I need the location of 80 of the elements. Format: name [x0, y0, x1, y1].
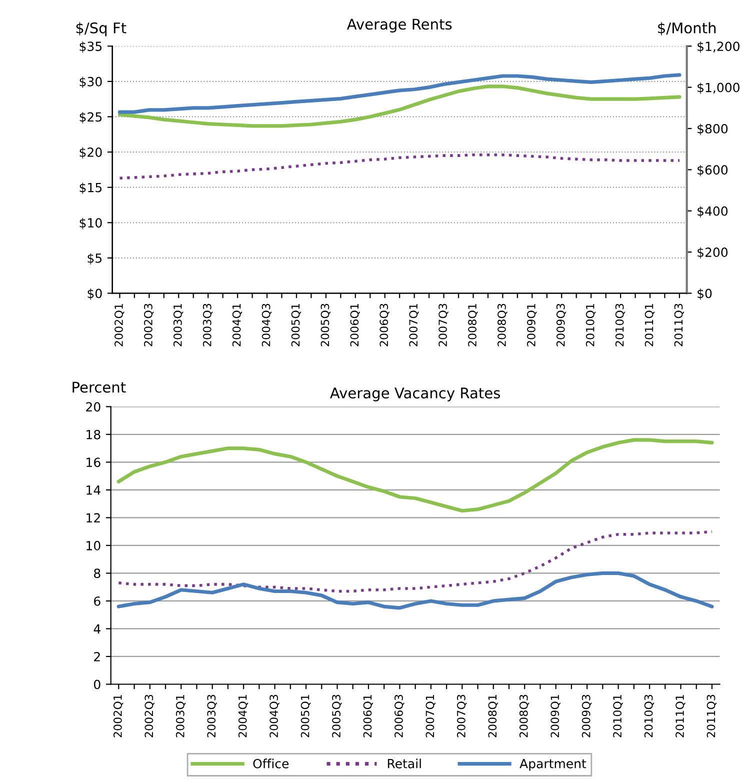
y-tick-label: $15	[80, 182, 102, 194]
y2-axis-title: $/Month	[658, 22, 716, 36]
x-tick-label: 2002Q3	[144, 694, 154, 738]
x-tick-label: 2003Q3	[207, 694, 217, 738]
y-tick-label: 6	[94, 596, 100, 606]
line-series	[118, 153, 681, 180]
x-tick-label: 2006Q1	[350, 304, 360, 346]
y-tick-label: 16	[86, 458, 100, 468]
x-tick-label: 2006Q3	[394, 694, 404, 738]
y-tick-label: $30	[80, 76, 102, 88]
x-tick-label: 2006Q1	[363, 695, 373, 738]
y-tick-label: $20	[80, 147, 102, 159]
y-tick-label: 8	[94, 568, 100, 578]
legend-label: Office	[253, 758, 289, 768]
chart-title: Average Rents	[346, 18, 452, 33]
x-tick-label: 2008Q1	[488, 695, 498, 738]
y2-tick-label: $1,200	[698, 41, 740, 53]
x-tick-label: 2004Q1	[232, 304, 242, 346]
x-tick-label: 2008Q3	[498, 304, 508, 346]
x-tick-label: 2010Q1	[613, 695, 623, 738]
x-tick-label: 2007Q1	[409, 304, 419, 346]
y-tick-label: 14	[86, 486, 100, 495]
x-tick-label: 2011Q1	[676, 695, 686, 738]
x-tick-label: 2007Q1	[426, 695, 436, 738]
line-series	[116, 438, 714, 513]
x-tick-label: 2008Q3	[519, 694, 530, 738]
y-tick-label: $0	[88, 288, 102, 300]
y-tick-label: $35	[80, 41, 102, 53]
x-tick-label: 2004Q3	[262, 304, 272, 346]
y2-tick-label: $0	[698, 288, 712, 300]
y-tick-label: 18	[86, 430, 100, 440]
x-tick-label: 2009Q1	[526, 304, 537, 346]
y2-tick-label: $800	[698, 124, 728, 136]
y2-tick-label: $200	[698, 247, 728, 259]
y-tick-label: 12	[86, 513, 100, 522]
x-tick-label: 2009Q3	[556, 304, 566, 346]
x-tick-label: 2003Q1	[176, 695, 186, 738]
x-tick-label: 2002Q3	[144, 304, 154, 346]
x-tick-label: 2011Q3	[674, 304, 684, 346]
y-tick-label: 10	[86, 540, 100, 550]
y2-tick-label: $1,000	[698, 82, 740, 94]
x-tick-label: 2004Q3	[270, 694, 280, 738]
y-tick-label: $25	[80, 112, 102, 124]
y-tick-label: 4	[94, 624, 100, 634]
legend-label: Retail	[388, 758, 421, 768]
line-series	[117, 530, 714, 593]
line-series	[118, 73, 682, 114]
y-tick-label: $5	[88, 253, 102, 265]
x-tick-label: 2003Q1	[173, 304, 184, 346]
y-tick-label: 20	[86, 402, 100, 412]
x-tick-label: 2011Q3	[706, 694, 716, 738]
x-tick-label: 2002Q1	[113, 695, 124, 738]
line-series	[118, 84, 682, 128]
x-tick-label: 2010Q3	[644, 694, 654, 738]
y2-tick-label: $400	[698, 206, 728, 218]
x-tick-label: 2002Q1	[114, 304, 124, 346]
x-tick-label: 2005Q3	[332, 694, 342, 738]
chart-title: Average Vacancy Rates	[330, 388, 500, 402]
x-tick-label: 2005Q3	[320, 304, 330, 346]
x-tick-label: 2007Q3	[438, 304, 448, 346]
line-series	[116, 571, 714, 610]
y-tick-label: 0	[94, 680, 100, 690]
x-tick-label: 2011Q1	[644, 304, 655, 346]
x-tick-label: 2005Q1	[300, 695, 311, 738]
y-axis-title: $/Sq Ft	[76, 22, 126, 36]
x-tick-label: 2009Q1	[550, 695, 560, 738]
x-tick-label: 2006Q3	[380, 304, 390, 346]
y-axis-title: Percent	[72, 382, 126, 393]
x-tick-label: 2010Q3	[615, 304, 626, 346]
x-tick-label: 2003Q3	[202, 304, 213, 346]
x-tick-label: 2005Q1	[291, 304, 301, 346]
y-tick-label: $10	[80, 218, 102, 230]
x-tick-label: 2008Q1	[468, 304, 478, 346]
y-tick-label: 2	[94, 652, 100, 662]
x-tick-label: 2010Q1	[586, 304, 596, 346]
legend-label: Apartment	[520, 759, 586, 771]
x-tick-label: 2004Q1	[238, 695, 248, 738]
x-tick-label: 2009Q3	[582, 694, 592, 738]
y2-tick-label: $600	[698, 164, 728, 176]
x-tick-label: 2007Q3	[456, 694, 467, 738]
